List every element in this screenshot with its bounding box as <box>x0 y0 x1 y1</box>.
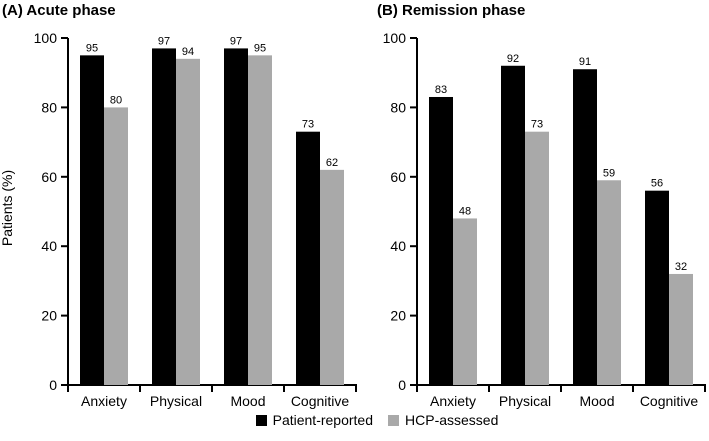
y-tick-label: 40 <box>390 238 406 254</box>
bar-value-label: 83 <box>435 84 447 96</box>
bar-value-label: 73 <box>302 119 314 131</box>
legend-item-patient-reported: Patient-reported <box>255 412 374 428</box>
bar-value-label: 62 <box>326 157 338 169</box>
bar-value-label: 97 <box>158 35 170 47</box>
category-label: Mood <box>230 393 265 409</box>
category-label: Cognitive <box>291 393 350 409</box>
legend: Patient-reported HCP-assessed <box>45 412 709 428</box>
bar-value-label: 94 <box>182 46 194 58</box>
legend-item-hcp-assessed: HCP-assessed <box>388 412 498 428</box>
legend-swatch-patient-reported <box>255 414 267 426</box>
y-tick-label: 0 <box>398 377 406 393</box>
panel-b-bar-chart: 0 20 40 60 80 100 Anxiety 83 48 Physical 92 73 Mood 9… <box>383 30 706 409</box>
category-label: Cognitive <box>640 393 699 409</box>
bar-value-label: 97 <box>230 35 242 47</box>
panel-a-title: (A) Acute phase <box>2 2 116 19</box>
bar-patient-reported <box>573 69 597 386</box>
bar-value-label: 92 <box>507 53 519 65</box>
bar-value-label: 48 <box>459 205 471 217</box>
legend-swatch-hcp-assessed <box>388 414 400 426</box>
bar-hcp-assessed <box>176 58 200 385</box>
y-tick-label: 100 <box>34 30 58 46</box>
category-label: Mood <box>579 393 614 409</box>
panel-a-bar-chart: 0 20 40 60 80 100 Anxiety 95 80 Physical 97 94 Mood 9… <box>0 30 357 409</box>
bar-hcp-assessed <box>248 55 272 385</box>
bar-hcp-assessed <box>104 107 128 386</box>
category-label: Anxiety <box>81 393 127 409</box>
y-tick-label: 0 <box>49 377 57 393</box>
bar-value-label: 59 <box>603 167 615 179</box>
bar-patient-reported <box>645 190 669 385</box>
bar-patient-reported <box>152 48 176 385</box>
bar-value-label: 73 <box>531 119 543 131</box>
y-tick-label: 80 <box>41 99 57 115</box>
bar-hcp-assessed <box>525 131 549 385</box>
bar-hcp-assessed <box>320 169 344 385</box>
legend-label-hcp-assessed: HCP-assessed <box>405 412 499 428</box>
bar-patient-reported <box>80 55 104 385</box>
category-label: Anxiety <box>430 393 476 409</box>
y-tick-label: 80 <box>390 99 406 115</box>
y-tick-label: 100 <box>383 30 407 46</box>
bar-value-label: 95 <box>254 42 266 54</box>
y-tick-label: 40 <box>41 238 57 254</box>
bar-patient-reported <box>429 96 453 386</box>
y-axis-label: Patients (%) <box>0 170 15 246</box>
y-tick-label: 60 <box>41 169 57 185</box>
bar-value-label: 32 <box>675 261 687 273</box>
bar-value-label: 80 <box>110 94 122 106</box>
bar-patient-reported <box>224 48 248 385</box>
bar-value-label: 91 <box>579 56 591 68</box>
bar-value-label: 95 <box>86 42 98 54</box>
legend-label-patient-reported: Patient-reported <box>272 412 374 428</box>
bar-patient-reported <box>501 65 525 385</box>
panel-b-title: (B) Remission phase <box>377 2 526 19</box>
y-tick-label: 20 <box>390 308 406 324</box>
bar-patient-reported <box>296 131 320 385</box>
bar-value-label: 56 <box>651 178 663 190</box>
bar-hcp-assessed <box>597 180 621 385</box>
category-label: Physical <box>150 393 202 409</box>
bar-hcp-assessed <box>669 273 693 385</box>
y-tick-label: 20 <box>41 308 57 324</box>
bar-hcp-assessed <box>453 218 477 385</box>
category-label: Physical <box>499 393 551 409</box>
y-tick-label: 60 <box>390 169 406 185</box>
